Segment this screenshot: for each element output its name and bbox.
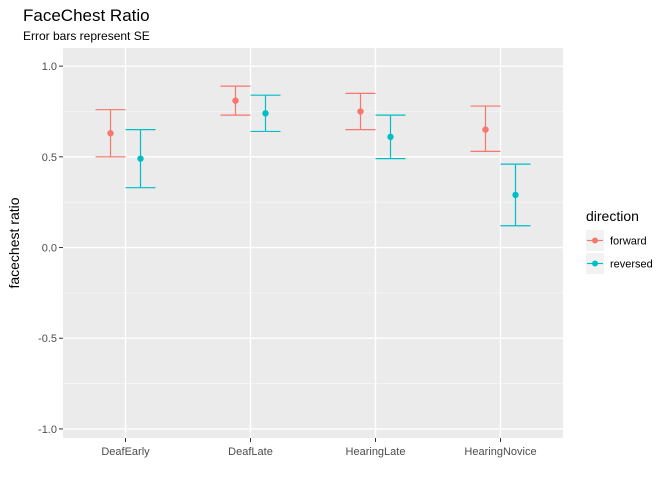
data-layer	[95, 85, 531, 227]
y-tick-label: -1.0	[38, 424, 57, 436]
x-tick-label: HearingLate	[346, 446, 406, 458]
data-point-reversed	[262, 110, 269, 117]
axis-layer: -1.0 -0.5 0.0 0.5 1.0 DeafEarly DeafLate Hearin…	[38, 61, 537, 458]
legend-key-point-reversed	[592, 260, 598, 267]
data-point-reversed	[137, 155, 144, 162]
chart-subtitle: Error bars represent SE	[23, 29, 150, 43]
legend: direction forward reversed	[586, 208, 653, 274]
y-tick-label: 0.0	[42, 243, 57, 255]
legend-title: direction	[586, 208, 639, 224]
errorbar-forward	[220, 85, 251, 116]
errorbar-forward	[345, 92, 376, 131]
x-tick-label: DeafEarly	[101, 446, 150, 458]
legend-label-reversed: reversed	[610, 259, 653, 271]
legend-label-forward: forward	[610, 236, 647, 248]
data-point-forward	[482, 126, 489, 133]
y-tick-label: -0.5	[38, 333, 57, 345]
data-point-forward	[107, 130, 114, 137]
x-tick-label: HearingNovice	[464, 446, 536, 458]
errorbar-forward	[470, 105, 501, 152]
y-tick-label: 0.5	[42, 152, 57, 164]
x-tick-label: DeafLate	[228, 446, 273, 458]
chart-title: FaceChest Ratio	[23, 6, 150, 25]
legend-key-point-forward	[592, 237, 598, 244]
plot-panel	[63, 48, 563, 438]
data-point-reversed	[387, 133, 394, 141]
data-point-forward	[232, 97, 239, 104]
y-tick-label: 1.0	[42, 61, 57, 73]
grid-layer	[63, 48, 563, 438]
data-point-reversed	[512, 191, 519, 199]
errorbar-forward	[95, 109, 126, 158]
errorbar-reversed	[500, 163, 531, 227]
data-point-forward	[357, 108, 364, 115]
errorbar-reversed	[125, 129, 156, 189]
y-axis-label: facechest ratio	[6, 197, 22, 288]
errorbar-reversed	[375, 114, 406, 160]
errorbar-reversed	[250, 94, 281, 133]
